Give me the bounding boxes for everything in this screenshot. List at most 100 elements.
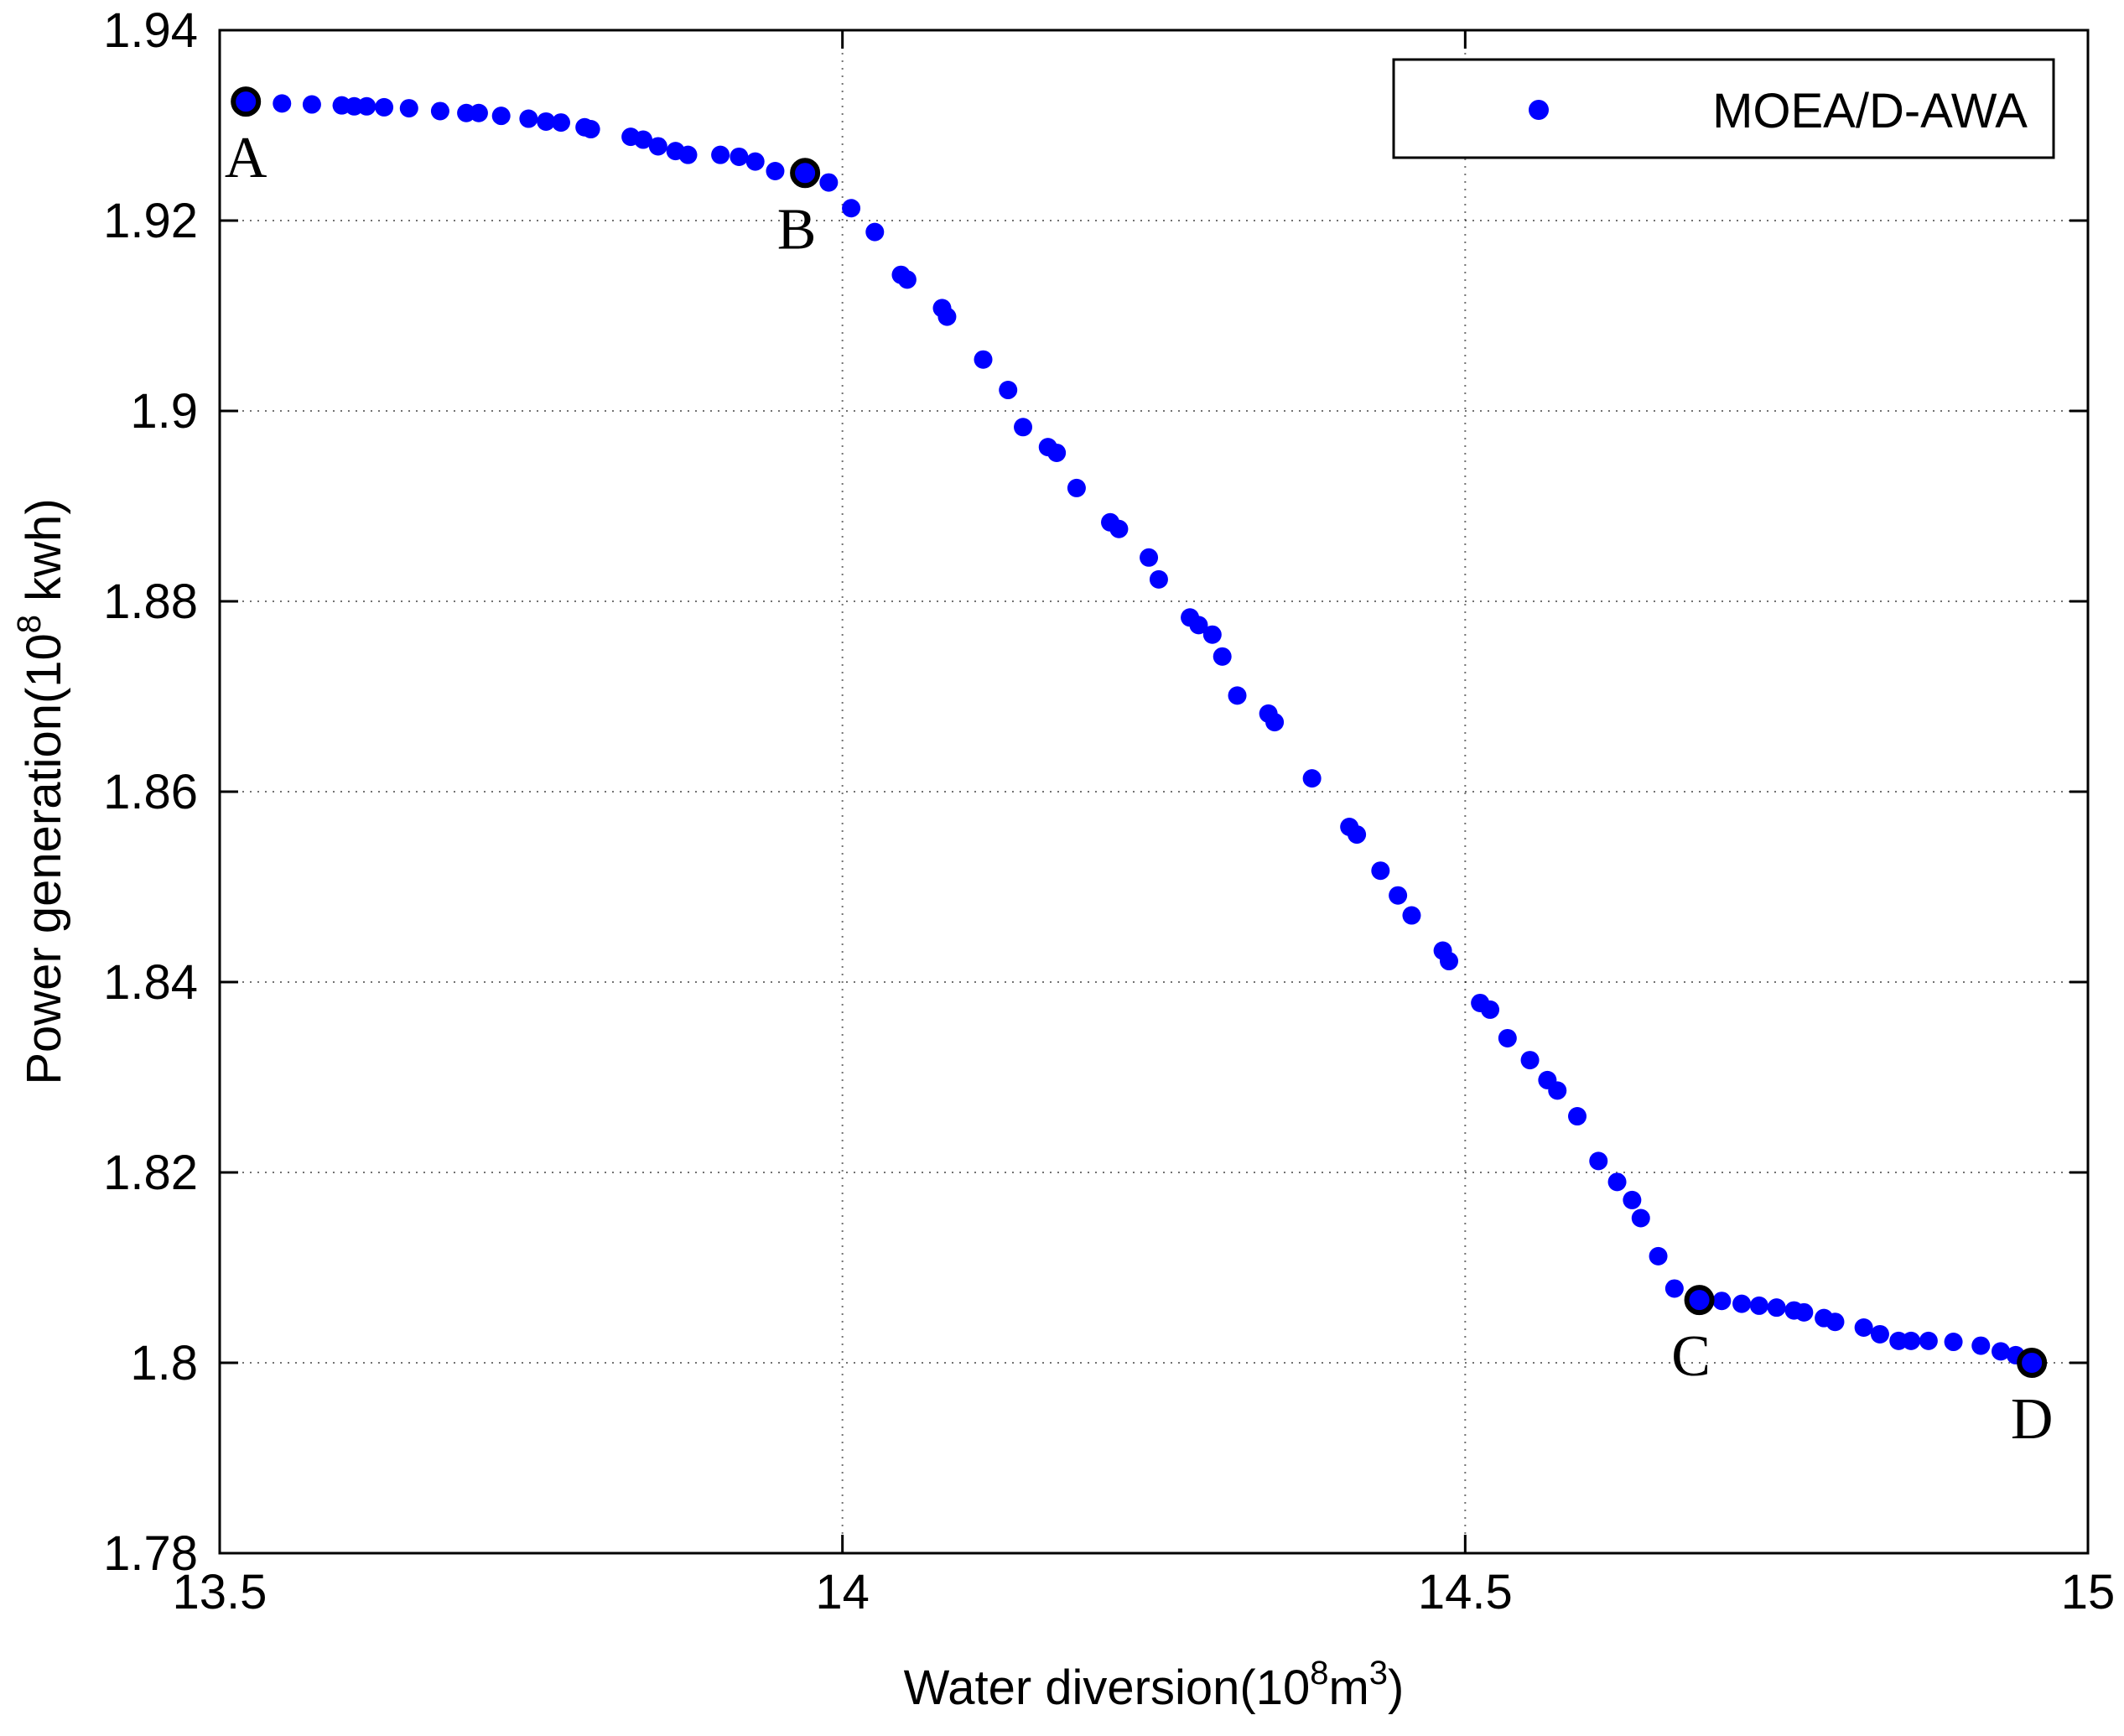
data-point: [634, 130, 653, 149]
legend-marker: [1529, 100, 1549, 120]
y-tick-label: 1.88: [103, 574, 198, 629]
data-point: [537, 112, 556, 131]
data-point: [999, 381, 1018, 400]
data-point: [1854, 1318, 1873, 1338]
highlighted-point-d: [2017, 1348, 2048, 1378]
y-tick-label: 1.94: [103, 3, 198, 58]
y-tick-label: 1.84: [103, 955, 198, 1010]
y-tick-label: 1.82: [103, 1146, 198, 1200]
data-point: [1825, 1312, 1845, 1332]
data-point: [1014, 418, 1033, 437]
legend-box: [1392, 58, 2055, 159]
data-point: [1265, 713, 1285, 732]
data-point: [648, 137, 667, 156]
data-point: [302, 95, 321, 114]
x-tick-label: 14: [815, 1565, 870, 1619]
data-point: [519, 109, 538, 128]
data-point: [745, 152, 765, 171]
data-point: [1520, 1051, 1540, 1070]
y-tick-label: 1.78: [103, 1526, 198, 1581]
data-point: [1109, 519, 1129, 538]
data-point: [581, 120, 600, 139]
point-label-d: D: [2011, 1387, 2054, 1452]
x-axis-title: Water diversion(108m3): [904, 1655, 1405, 1715]
data-point: [1794, 1302, 1814, 1322]
data-point: [1302, 769, 1322, 788]
data-point: [1548, 1081, 1567, 1100]
data-point: [551, 113, 570, 133]
data-point: [491, 107, 511, 126]
data-point: [273, 94, 292, 113]
y-axis-title: Power generation(108 kwh): [11, 498, 71, 1084]
point-label-c: C: [1671, 1324, 1711, 1389]
data-point: [1189, 616, 1208, 635]
data-point: [1348, 825, 1367, 845]
data-point: [1944, 1333, 1963, 1352]
highlighted-point-c: [1684, 1285, 1715, 1316]
highlight-layer: A B C D: [225, 86, 2054, 1452]
data-point: [678, 145, 698, 164]
data-point: [1228, 686, 1247, 705]
data-point: [1992, 1342, 2011, 1361]
data-point: [1202, 625, 1222, 644]
data-point: [766, 161, 785, 180]
data-point: [469, 103, 488, 122]
data-point: [1389, 886, 1408, 905]
data-point: [1870, 1324, 1889, 1344]
y-tick-label: 1.9: [130, 384, 198, 439]
tick-layer: 13.5 14 14.5 15 1.78 1.8 1.82 1.84 1.86 1.88 1.9 1.…: [103, 3, 2115, 1619]
data-point: [1971, 1336, 1991, 1355]
point-label-b: B: [777, 197, 817, 262]
data-point: [1712, 1292, 1732, 1311]
highlighted-point-a: [231, 86, 262, 117]
data-point: [1481, 1000, 1500, 1019]
data-point: [1649, 1246, 1668, 1266]
data-point: [865, 222, 885, 242]
highlighted-point-b: [790, 158, 821, 189]
data-point: [1371, 861, 1390, 881]
data-point: [1631, 1208, 1650, 1228]
data-point: [1732, 1294, 1752, 1313]
data-point: [1902, 1331, 1921, 1350]
data-point: [1047, 443, 1067, 462]
data-point: [842, 199, 861, 218]
data-point: [1498, 1028, 1517, 1047]
point-label-a: A: [225, 126, 267, 190]
data-point: [1607, 1172, 1627, 1192]
x-tick-label: 13.5: [173, 1565, 267, 1619]
data-point: [399, 99, 418, 118]
y-tick-label: 1.8: [130, 1336, 198, 1390]
data-point: [1067, 478, 1086, 497]
legend-entry-label: MOEA/D-AWA: [1712, 84, 2028, 138]
data-point: [1919, 1331, 1938, 1350]
legend: MOEA/D-AWA: [1392, 58, 2055, 159]
data-point: [711, 145, 730, 164]
y-tick-label: 1.86: [103, 765, 198, 819]
data-point: [1664, 1279, 1684, 1298]
data-point: [1402, 906, 1421, 925]
data-point: [1749, 1296, 1768, 1315]
data-point: [897, 270, 917, 289]
data-layer: [236, 92, 2042, 1370]
data-point: [1213, 647, 1232, 666]
data-point: [819, 173, 839, 192]
data-point: [375, 97, 394, 117]
data-point: [1140, 548, 1159, 567]
x-tick-label: 15: [2061, 1565, 2116, 1619]
y-tick-label: 1.92: [103, 194, 198, 248]
data-point: [1589, 1151, 1608, 1171]
data-point: [730, 147, 749, 166]
data-point: [1149, 569, 1168, 589]
data-point: [1568, 1107, 1587, 1126]
data-point: [357, 96, 377, 116]
data-point: [1623, 1190, 1642, 1209]
data-point: [974, 350, 993, 369]
data-point: [1767, 1298, 1786, 1318]
x-tick-label: 14.5: [1418, 1565, 1513, 1619]
grid-layer: [220, 30, 2088, 1553]
data-point: [430, 101, 449, 121]
data-point: [1440, 952, 1459, 971]
data-point: [937, 307, 957, 326]
